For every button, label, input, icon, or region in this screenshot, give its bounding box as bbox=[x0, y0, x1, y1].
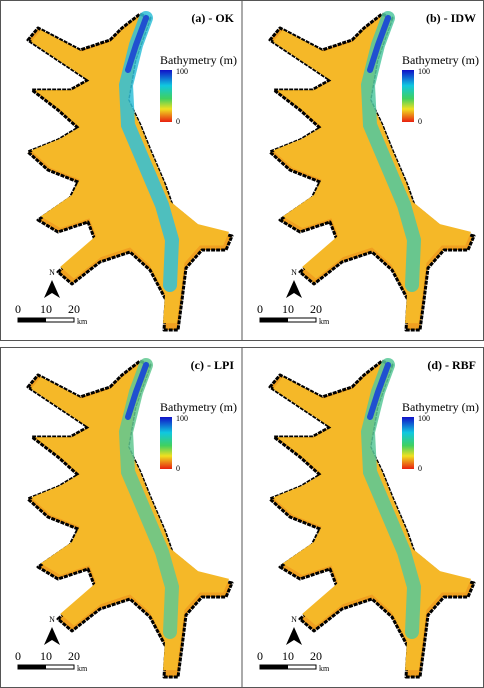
scale-label: 10 bbox=[282, 302, 294, 316]
deepest-channel bbox=[367, 15, 391, 73]
reservoir-shallow bbox=[31, 16, 230, 324]
scale-unit: km bbox=[77, 317, 88, 326]
legend-max: 100 bbox=[176, 67, 188, 76]
legend-min: 0 bbox=[418, 464, 422, 473]
legend-min: 0 bbox=[418, 117, 422, 126]
scale-label: 0 bbox=[257, 649, 263, 663]
scale-label: 0 bbox=[15, 302, 21, 316]
scale-label: 20 bbox=[68, 649, 80, 663]
legend-title: Bathymetry (m) bbox=[402, 53, 479, 67]
panel-title: (c) - LPI bbox=[191, 358, 235, 372]
scale-label: 20 bbox=[310, 302, 322, 316]
colorbar bbox=[402, 70, 414, 122]
scale-unit: km bbox=[319, 664, 330, 673]
colorbar bbox=[160, 70, 172, 122]
legend-min: 0 bbox=[176, 464, 180, 473]
legend-max: 100 bbox=[418, 67, 430, 76]
scale-bar-fill bbox=[18, 318, 46, 322]
legend-title: Bathymetry (m) bbox=[160, 53, 237, 67]
panel-title: (b) - IDW bbox=[426, 11, 476, 25]
scale-unit: km bbox=[319, 317, 330, 326]
deepest-channel bbox=[367, 362, 391, 420]
colorbar bbox=[160, 417, 172, 469]
legend-max: 100 bbox=[418, 414, 430, 423]
scale-bar-fill bbox=[260, 665, 288, 669]
scale-label: 10 bbox=[40, 649, 52, 663]
scale-label: 20 bbox=[68, 302, 80, 316]
north-arrow bbox=[286, 280, 302, 298]
reservoir-shallow bbox=[31, 363, 230, 671]
north-arrow bbox=[44, 280, 60, 298]
north-label: N bbox=[49, 268, 55, 277]
deepest-channel bbox=[125, 362, 149, 420]
scale-bar-fill bbox=[260, 318, 288, 322]
legend-min: 0 bbox=[176, 117, 180, 126]
scale-label: 0 bbox=[257, 302, 263, 316]
reservoir-shallow bbox=[273, 16, 472, 324]
scale-label: 20 bbox=[310, 649, 322, 663]
colorbar bbox=[402, 417, 414, 469]
scale-label: 0 bbox=[15, 649, 21, 663]
legend-max: 100 bbox=[176, 414, 188, 423]
north-label: N bbox=[49, 615, 55, 624]
scale-label: 10 bbox=[40, 302, 52, 316]
panel-title: (a) - OK bbox=[191, 11, 234, 25]
reservoir-shallow bbox=[273, 363, 472, 671]
scale-bar-fill bbox=[18, 665, 46, 669]
legend-title: Bathymetry (m) bbox=[160, 400, 237, 414]
north-arrow bbox=[286, 627, 302, 645]
north-label: N bbox=[291, 268, 297, 277]
deepest-channel bbox=[125, 15, 149, 73]
legend-title: Bathymetry (m) bbox=[402, 400, 479, 414]
scale-unit: km bbox=[77, 664, 88, 673]
scale-label: 10 bbox=[282, 649, 294, 663]
north-arrow bbox=[44, 627, 60, 645]
north-label: N bbox=[291, 615, 297, 624]
panel-title: (d) - RBF bbox=[427, 358, 476, 372]
